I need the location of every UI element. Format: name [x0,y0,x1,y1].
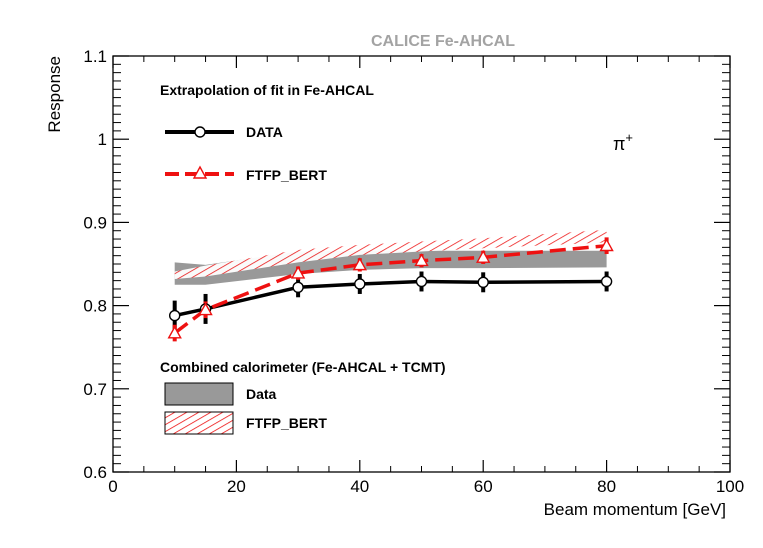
legend-data-band-label: Data [246,386,277,402]
data-markers [167,237,614,342]
ftfp-point [290,265,306,279]
ftfp-point [167,325,182,339]
data-point [600,275,613,288]
y-tick-label: 1.1 [83,47,107,66]
x-tick-label: 60 [474,477,493,496]
y-tick-label: 0.6 [83,463,107,482]
y-tick-label: 0.9 [83,213,107,232]
y-tick-label: 0.8 [83,297,107,316]
ftfp-point [414,253,429,267]
band-legend-header: Combined calorimeter (Fe-AHCAL + TCMT) [160,359,446,375]
x-tick-label: 0 [108,477,117,496]
particle-label: π+ [613,130,633,154]
data-point [477,276,489,289]
data-point [354,278,366,290]
x-tick-label: 40 [350,477,369,496]
legend-ftfp-label: FTFP_BERT [246,167,327,183]
y-axis-title: Response [45,56,64,133]
x-axis-title: Beam momentum [GeV] [544,500,726,519]
legend-data-label: DATA [246,124,283,140]
uncertainty-bands [174,229,607,285]
data-series-line [174,279,607,318]
fit-legend-header: Extrapolation of fit in Fe-AHCAL [160,82,374,98]
y-axis: 0.6 0.7 0.8 0.9 1 1.1 [83,47,730,482]
y-tick-label: 0.7 [83,380,107,399]
ftfp-point [599,238,614,252]
x-tick-label: 80 [597,477,616,496]
ftfp-band [174,229,607,279]
ftfp-point [198,302,213,316]
x-tick-label: 20 [227,477,246,496]
legend-data-marker [194,126,206,138]
legend-data-band-swatch [164,382,234,406]
ftfp-point [352,257,367,271]
particle-charge: + [625,130,633,145]
particle-symbol: π [613,134,625,154]
data-point [168,309,181,322]
legend-ftfp-marker [192,165,208,179]
data-point [292,281,304,293]
data-point [415,275,428,288]
fit-legend: Extrapolation of fit in Fe-AHCAL DATA FT… [160,82,374,183]
ftfp-point [476,249,491,263]
chart-title: CALICE Fe-AHCAL [371,33,515,50]
x-axis: 0 20 40 60 80 100 [108,56,744,496]
band-legend: Combined calorimeter (Fe-AHCAL + TCMT) D… [160,359,446,435]
x-tick-label: 100 [716,477,744,496]
legend-ftfp-band-label: FTFP_BERT [246,415,327,431]
y-tick-label: 1 [98,130,107,149]
legend-ftfp-band-swatch [164,411,234,435]
